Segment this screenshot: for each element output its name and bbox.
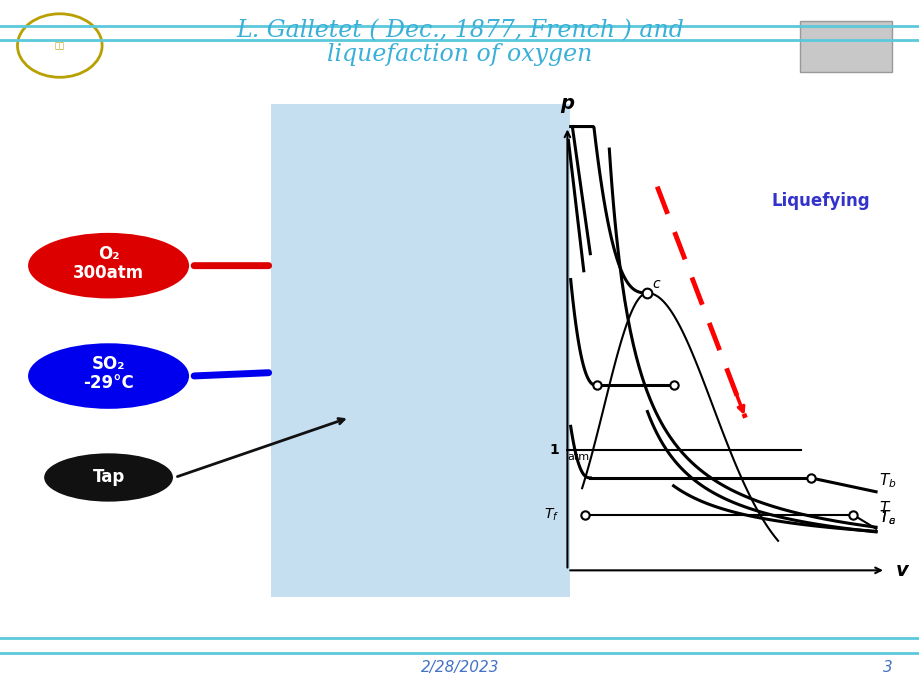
Text: 300atm: 300atm <box>73 264 144 282</box>
Ellipse shape <box>28 344 189 408</box>
FancyBboxPatch shape <box>271 104 570 597</box>
Text: p: p <box>560 94 573 112</box>
Text: -29°C: -29°C <box>83 374 134 392</box>
Text: 1: 1 <box>549 443 559 457</box>
Text: $T_c$: $T_c$ <box>879 509 895 527</box>
Text: 交大: 交大 <box>55 41 64 50</box>
Text: Tap: Tap <box>92 469 125 486</box>
Text: O₂: O₂ <box>97 245 119 263</box>
Text: 2/28/2023: 2/28/2023 <box>420 660 499 675</box>
Ellipse shape <box>28 233 189 298</box>
Text: SO₂: SO₂ <box>92 355 125 373</box>
Text: liquefaction of oxygen: liquefaction of oxygen <box>327 43 592 66</box>
Text: T: T <box>879 502 888 516</box>
Text: Liquefying: Liquefying <box>770 192 869 210</box>
Text: c: c <box>652 277 659 291</box>
Text: 3: 3 <box>882 660 891 675</box>
Text: $T_f$: $T_f$ <box>543 506 559 523</box>
Text: atm: atm <box>567 453 589 462</box>
FancyBboxPatch shape <box>800 21 891 72</box>
Text: $T_a$: $T_a$ <box>879 508 895 526</box>
Text: L. Galletet ( Dec., 1877, French ) and: L. Galletet ( Dec., 1877, French ) and <box>236 19 683 43</box>
Text: v: v <box>895 561 907 580</box>
Ellipse shape <box>44 453 173 502</box>
Text: $T_b$: $T_b$ <box>879 471 896 489</box>
